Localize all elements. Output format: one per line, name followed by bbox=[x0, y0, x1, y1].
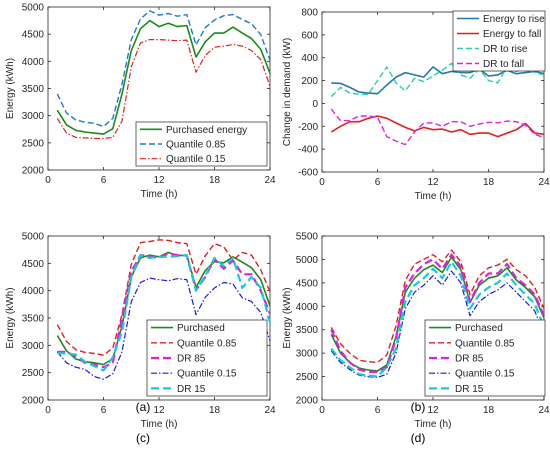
y-tick-label: 4500 bbox=[22, 30, 45, 41]
y-tick-label: 0 bbox=[312, 99, 318, 110]
y-axis-label: Change in demand (kW) bbox=[282, 38, 293, 146]
legend-label: Quantile 0.15 bbox=[455, 369, 515, 380]
y-tick-label: 3000 bbox=[296, 349, 319, 360]
y-tick-label: 2500 bbox=[22, 368, 45, 379]
x-tick-label: 6 bbox=[375, 177, 381, 188]
x-axis-label: Time (h) bbox=[415, 191, 452, 202]
legend-label: DR 85 bbox=[455, 354, 484, 365]
x-tick-label: 6 bbox=[101, 405, 107, 416]
x-tick-label: 18 bbox=[209, 175, 221, 186]
x-axis-label: Time (h) bbox=[141, 189, 178, 200]
series-line-energy-to-fall bbox=[330, 115, 545, 138]
x-tick-label: 0 bbox=[45, 175, 51, 186]
x-tick-label: 12 bbox=[153, 175, 165, 186]
x-tick-label: 18 bbox=[483, 177, 495, 188]
chart-panel-a: 2000 2500 3000 3500 4000 4500 5000 0 6 12 18 24 Time… bbox=[5, 3, 276, 415]
x-tick-label: 0 bbox=[45, 405, 51, 416]
legend-label: Quantile 0.15 bbox=[177, 369, 237, 380]
y-tick-label: 4000 bbox=[22, 57, 45, 68]
legend-box bbox=[452, 10, 546, 72]
x-tick-label: 24 bbox=[538, 177, 550, 188]
x-axis-label: Time (h) bbox=[415, 419, 452, 430]
y-tick-label: 3500 bbox=[22, 84, 45, 95]
x-tick-label: 18 bbox=[209, 405, 221, 416]
series-line-quantile-0-85 bbox=[56, 10, 271, 128]
y-tick-label: 600 bbox=[301, 30, 318, 41]
x-tick-label: 24 bbox=[538, 405, 550, 416]
legend-label: Energy to fall bbox=[483, 29, 541, 40]
series-line-purchased-energy bbox=[56, 19, 271, 135]
x-tick-label: 6 bbox=[101, 175, 107, 186]
x-tick-label: 12 bbox=[427, 177, 439, 188]
legend-label: Energy to rise bbox=[483, 14, 545, 25]
x-tick-label: 12 bbox=[153, 405, 165, 416]
series-line-purchased bbox=[330, 256, 545, 372]
x-tick-label: 12 bbox=[427, 405, 439, 416]
x-tick-label: 24 bbox=[264, 175, 276, 186]
chart-panel-d: 2000 2500 3000 3500 4000 4500 5000 5500 0 6 12 18 24… bbox=[282, 232, 550, 446]
y-tick-label: 4500 bbox=[22, 259, 45, 270]
y-axis-label: Energy (kWh) bbox=[282, 287, 293, 348]
x-tick-label: 0 bbox=[319, 405, 325, 416]
y-tick-label: 2500 bbox=[22, 138, 45, 149]
y-tick-label: 800 bbox=[301, 8, 318, 19]
series-line-quantile-0-15 bbox=[56, 38, 271, 140]
y-tick-label: 3500 bbox=[296, 325, 319, 336]
y-tick-label: -200 bbox=[298, 122, 318, 133]
panel-label: (b) bbox=[411, 400, 426, 414]
x-tick-label: 18 bbox=[483, 405, 495, 416]
x-axis-label: Time (h) bbox=[141, 419, 178, 430]
y-tick-label: 3000 bbox=[22, 341, 45, 352]
y-tick-label: 5000 bbox=[22, 3, 45, 14]
y-axis-label: Energy (kWh) bbox=[5, 287, 16, 348]
y-tick-label: -400 bbox=[298, 145, 318, 156]
series-line-dr-15 bbox=[330, 260, 546, 378]
y-tick-label: 4000 bbox=[22, 286, 45, 297]
y-tick-label: 2000 bbox=[22, 396, 45, 407]
legend-label: DR 15 bbox=[455, 384, 484, 395]
series-line-quantile-0-15 bbox=[56, 277, 271, 380]
panel-label: (c) bbox=[136, 431, 150, 445]
y-tick-label: 2000 bbox=[296, 396, 319, 407]
legend-label: Quantile 0.85 bbox=[177, 338, 237, 349]
y-tick-label: 4000 bbox=[296, 302, 319, 313]
y-tick-label: 3000 bbox=[22, 111, 45, 122]
legend-label: Purchased energy bbox=[166, 125, 247, 136]
series-line-quantile-0-15 bbox=[330, 270, 545, 379]
legend-label: DR to fall bbox=[483, 59, 524, 70]
panel-label: (d) bbox=[411, 431, 426, 445]
y-tick-label: 400 bbox=[301, 53, 318, 64]
chart-panel-c: 2000 2500 3000 3500 4000 4500 5000 0 6 12 18 24 Time… bbox=[5, 232, 276, 446]
y-tick-label: 200 bbox=[301, 76, 318, 87]
legend-label: Quantile 0.85 bbox=[455, 338, 515, 349]
x-tick-label: 6 bbox=[375, 405, 381, 416]
legend-box bbox=[135, 121, 268, 167]
y-tick-label: 5500 bbox=[296, 232, 319, 243]
y-tick-label: 2500 bbox=[296, 372, 319, 383]
y-tick-label: 5000 bbox=[22, 232, 45, 243]
y-tick-label: -600 bbox=[298, 168, 318, 179]
y-tick-label: 5000 bbox=[296, 255, 319, 266]
chart-panel-b: -600 -400 -200 0 200 400 600 800 0 6 12 18 24 Time (h… bbox=[282, 8, 550, 415]
legend-label: DR to rise bbox=[483, 44, 528, 55]
series-line-dr-15 bbox=[57, 254, 272, 372]
x-tick-label: 0 bbox=[319, 177, 325, 188]
legend-label: Quantile 0.85 bbox=[166, 140, 226, 151]
series-line-quantile-0-85 bbox=[56, 239, 271, 356]
series-line-dr-to-fall bbox=[330, 108, 545, 146]
y-tick-label: 4500 bbox=[296, 278, 319, 289]
legend-label: Purchased bbox=[177, 323, 225, 334]
x-tick-label: 24 bbox=[264, 405, 276, 416]
legend-label: DR 15 bbox=[177, 384, 206, 395]
y-tick-label: 3500 bbox=[22, 314, 45, 325]
y-axis-label: Energy (kWh) bbox=[5, 58, 16, 119]
y-tick-label: 2000 bbox=[22, 166, 45, 177]
panel-label: (a) bbox=[136, 400, 151, 414]
legend-label: Quantile 0.15 bbox=[166, 154, 226, 165]
legend-label: DR 85 bbox=[177, 354, 206, 365]
series-line-dr-85 bbox=[330, 253, 546, 373]
legend-label: Purchased bbox=[455, 323, 503, 334]
